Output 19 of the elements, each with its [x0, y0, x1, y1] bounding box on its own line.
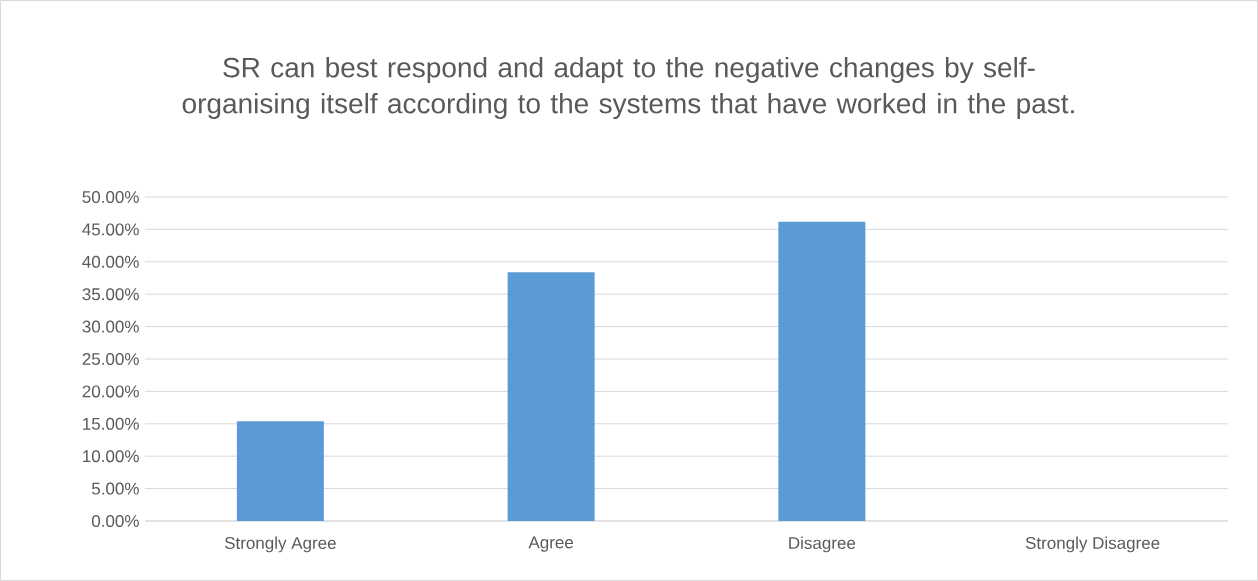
y-tick-label: 50.00% — [82, 190, 139, 204]
bar — [507, 272, 595, 521]
y-tick-label: 15.00% — [83, 417, 139, 430]
y-tick-label: 35.00% — [82, 288, 139, 301]
y-tick-label: 20.00% — [82, 385, 139, 398]
x-tick-label: Strongly Agree — [224, 536, 336, 553]
x-tick-label: Disagree — [789, 536, 856, 553]
y-tick-label: 5.00% — [91, 482, 139, 495]
y-tick-label: 30.00% — [82, 320, 139, 333]
x-tick-label: Strongly Disagree — [1025, 536, 1160, 553]
y-tick-label: 45.00% — [82, 223, 139, 236]
y-tick-label: 0.00% — [91, 514, 139, 528]
x-tick-label: Agree — [528, 536, 574, 552]
chart-title: SR can best respond and adapt to the negative changes by self-organising itself according to the systems that have worked in the past. — [182, 56, 1074, 120]
y-tick-label: 10.00% — [83, 450, 139, 463]
bar — [236, 421, 324, 521]
y-tick-label: 40.00% — [82, 255, 139, 268]
y-tick-label: 25.00% — [82, 352, 139, 366]
bar — [778, 221, 866, 521]
